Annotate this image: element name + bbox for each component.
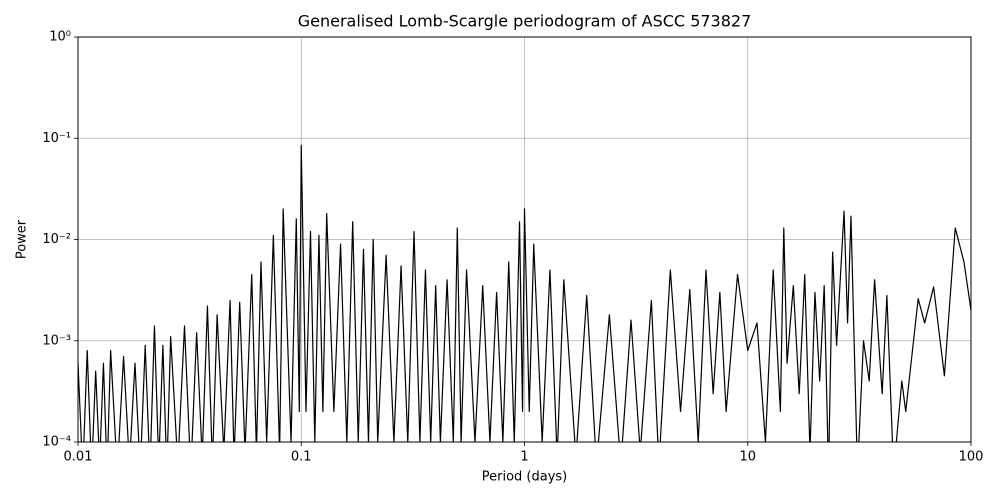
plot-area xyxy=(78,144,971,442)
y-tick-label: 10⁻¹ xyxy=(42,131,71,146)
x-axis-label: Period (days) xyxy=(482,470,568,485)
y-axis-label: Power xyxy=(15,219,30,259)
x-tick-label: 0.1 xyxy=(291,450,312,465)
x-tick-label: 0.01 xyxy=(64,450,93,465)
x-tick-label: 1 xyxy=(520,450,528,465)
periodogram-line xyxy=(78,144,971,442)
y-tick-label: 10⁻² xyxy=(42,232,71,247)
chart-title: Generalised Lomb-Scargle periodogram of … xyxy=(298,12,752,31)
y-tick-label: 10⁰ xyxy=(49,30,71,45)
x-tick-label: 10 xyxy=(739,450,756,465)
x-tick-label: 100 xyxy=(959,450,984,465)
y-tick-label: 10⁻⁴ xyxy=(42,435,71,450)
y-tick-label: 10⁻³ xyxy=(42,333,71,348)
